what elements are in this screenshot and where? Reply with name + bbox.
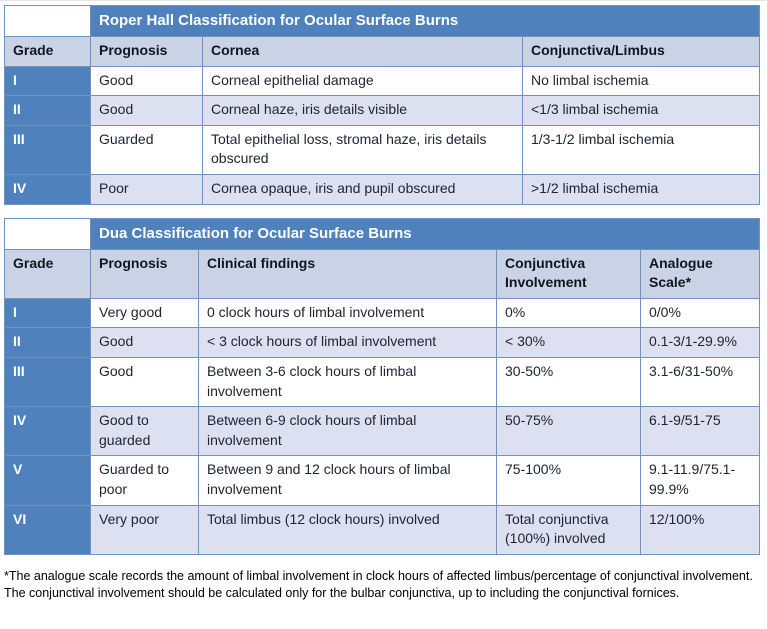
table-cell: Good (90, 356, 199, 408)
table-cell: Poor (90, 173, 203, 205)
table-cell: Between 3-6 clock hours of limbal involv… (198, 356, 497, 408)
grade-cell: IV (4, 173, 91, 205)
table-cell: Between 6-9 clock hours of limbal involv… (198, 406, 497, 457)
roper-hall-row-iv: IV Poor Cornea opaque, iris and pupil obsc… (4, 173, 760, 205)
table-cell: Good (90, 65, 203, 97)
roper-hall-header-prognosis: Prognosis (90, 36, 203, 67)
roper-hall-title-spacer (4, 5, 91, 37)
table-cell: < 3 clock hours of limbal involvement (198, 327, 497, 358)
dua-row-iii: III Good Between 3-6 clock hours of limbal… (4, 356, 760, 408)
dua-header-clinical-findings: Clinical findings (198, 248, 497, 299)
dua-header-grade: Grade (4, 248, 91, 299)
dua-row-vi: VI Very poor Total limbus (12 clock hours)… (4, 504, 760, 555)
table-cell: 0.1-3/1-29.9% (640, 327, 760, 358)
roper-hall-row-ii: II Good Corneal haze, iris details visible… (4, 95, 760, 126)
table-cell: 75-100% (496, 455, 641, 506)
table-cell: Guarded to poor (90, 455, 199, 506)
table-cell: 6.1-9/51-75 (640, 406, 760, 457)
footnote: *The analogue scale records the amount o… (4, 568, 753, 601)
dua-header-row: Grade Prognosis Clinical findings Conjuncti… (4, 248, 760, 299)
table-cell: Cornea opaque, iris and pupil obscured (202, 173, 523, 205)
roper-hall-title-row: Roper Hall Classification for Ocular Sur… (4, 5, 760, 37)
grade-cell: III (4, 356, 91, 408)
table-cell: No limbal ischemia (522, 65, 760, 97)
table-cell: 0/0% (640, 297, 760, 329)
roper-hall-header-row: Grade Prognosis Cornea Conjunctiva/Limbus (4, 36, 760, 67)
dua-header-prognosis: Prognosis (90, 248, 199, 299)
table-cell: Total limbus (12 clock hours) involved (198, 504, 497, 555)
dua-row-ii: II Good < 3 clock hours of limbal involvem… (4, 327, 760, 358)
table-cell: Guarded (90, 124, 203, 175)
table-cell: Good (90, 95, 203, 126)
dua-title: Dua Classification for Ocular Surface Bu… (90, 217, 760, 250)
table-cell: 12/100% (640, 504, 760, 555)
table-cell: 30-50% (496, 356, 641, 408)
table-cell: 3.1-6/31-50% (640, 356, 760, 408)
dua-row-i: I Very good 0 clock hours of limbal involv… (4, 297, 760, 329)
grade-cell: II (4, 95, 91, 126)
dua-table: Dua Classification for Ocular Surface Bu… (4, 217, 760, 555)
dua-title-row: Dua Classification for Ocular Surface Bu… (4, 217, 760, 250)
roper-hall-row-iii: III Guarded Total epithelial loss, stromal… (4, 124, 760, 175)
roper-hall-header-conjunctiva-limbus: Conjunctiva/Limbus (522, 36, 760, 67)
dua-header-conjunctiva-involvement: Conjunctiva Involvement (496, 248, 641, 299)
table-cell: 50-75% (496, 406, 641, 457)
table-cell: Very poor (90, 504, 199, 555)
roper-hall-row-i: I Good Corneal epithelial damage No limbal … (4, 65, 760, 97)
table-cell: Corneal haze, iris details visible (202, 95, 523, 126)
dua-row-v: V Guarded to poor Between 9 and 12 clock h… (4, 455, 760, 506)
grade-cell: I (4, 65, 91, 97)
dua-row-iv: IV Good to guarded Between 6-9 clock hours… (4, 406, 760, 457)
dua-title-spacer (4, 217, 91, 250)
grade-cell: IV (4, 406, 91, 457)
roper-hall-header-cornea: Cornea (202, 36, 523, 67)
grade-cell: I (4, 297, 91, 329)
table-cell: 1/3-1/2 limbal ischemia (522, 124, 760, 175)
table-cell: Good (90, 327, 199, 358)
table-cell: Very good (90, 297, 199, 329)
roper-hall-header-grade: Grade (4, 36, 91, 67)
grade-cell: V (4, 455, 91, 506)
table-cell: 0 clock hours of limbal involvement (198, 297, 497, 329)
table-cell: Corneal epithelial damage (202, 65, 523, 97)
table-cell: Good to guarded (90, 406, 199, 457)
table-cell: <1/3 limbal ischemia (522, 95, 760, 126)
roper-hall-title: Roper Hall Classification for Ocular Sur… (90, 5, 760, 37)
table-cell: 0% (496, 297, 641, 329)
dua-header-analogue-scale: Analogue Scale* (640, 248, 760, 299)
grade-cell: III (4, 124, 91, 175)
grade-cell: VI (4, 504, 91, 555)
table-cell: 9.1-11.9/75.1-99.9% (640, 455, 760, 506)
table-cell: >1/2 limbal ischemia (522, 173, 760, 205)
roper-hall-table: Roper Hall Classification for Ocular Sur… (4, 5, 760, 205)
table-cell: < 30% (496, 327, 641, 358)
grade-cell: II (4, 327, 91, 358)
table-cell: Between 9 and 12 clock hours of limbal i… (198, 455, 497, 506)
table-cell: Total conjunctiva (100%) involved (496, 504, 641, 555)
table-cell: Total epithelial loss, stromal haze, iri… (202, 124, 523, 175)
